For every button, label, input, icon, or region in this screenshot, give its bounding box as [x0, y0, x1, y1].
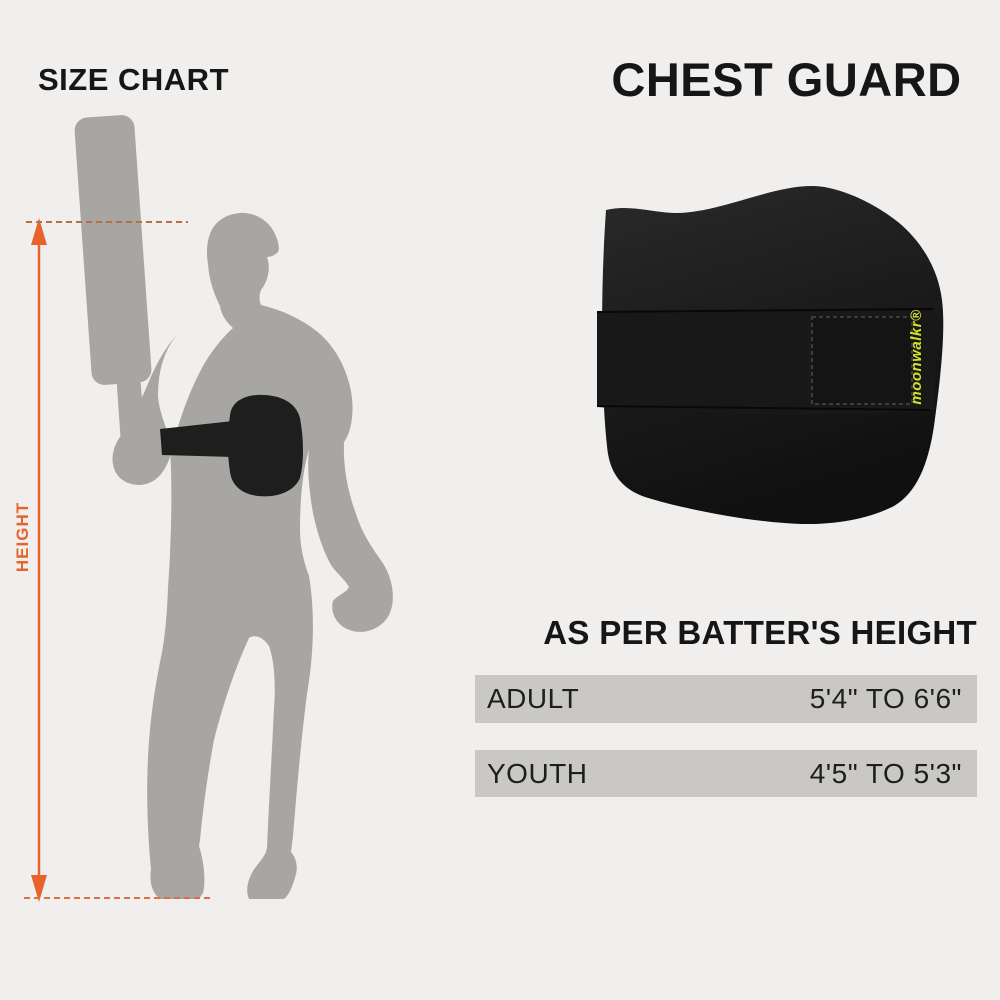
size-row-label: YOUTH — [487, 757, 588, 789]
chest-guard-on-figure — [160, 394, 303, 497]
size-row-adult: ADULT 5'4" TO 6'6" — [475, 675, 977, 723]
product-title: CHEST GUARD — [611, 53, 962, 106]
size-chart-title: SIZE CHART — [38, 62, 229, 97]
size-row-value: 5'4" TO 6'6" — [809, 683, 962, 714]
batter-silhouette — [112, 212, 393, 900]
velcro-stitch-patch — [811, 316, 913, 405]
strap-bottom-seam — [596, 405, 931, 411]
height-label: HEIGHT — [13, 502, 32, 572]
chest-guard-product: moonwalkr® — [596, 186, 944, 525]
strap-top-seam — [596, 308, 934, 313]
height-measure-arrow — [31, 218, 47, 902]
size-row-value: 4'5" TO 5'3" — [809, 757, 962, 789]
size-row-youth: YOUTH 4'5" TO 5'3" — [475, 750, 977, 797]
size-table-heading: AS PER BATTER'S HEIGHT — [543, 614, 977, 651]
size-row-label: ADULT — [487, 683, 580, 714]
brand-logo-text: moonwalkr® — [908, 309, 925, 405]
